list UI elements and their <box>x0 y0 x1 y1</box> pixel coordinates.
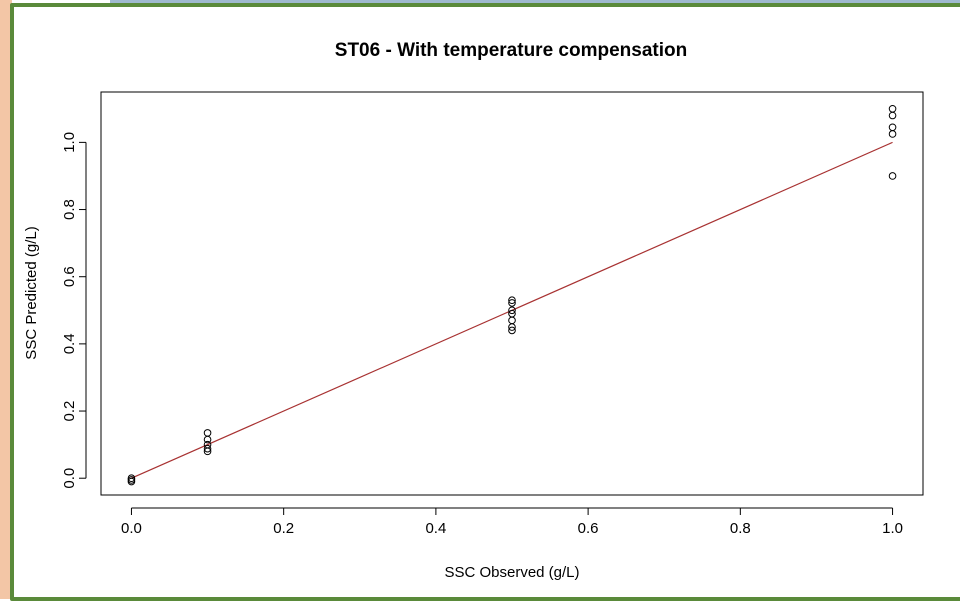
y-axis: 0.0 0.2 0.4 0.6 0.8 1.0 <box>61 132 87 489</box>
data-point <box>888 111 897 120</box>
chart-frame <box>10 3 960 601</box>
y-tick-label: 0.6 <box>61 266 78 287</box>
data-point <box>888 123 897 132</box>
points-layer <box>127 104 897 486</box>
data-point <box>203 429 212 437</box>
y-axis-label: SSC Predicted (g/L) <box>23 226 40 359</box>
data-point <box>203 444 212 453</box>
data-point <box>508 316 516 325</box>
data-point <box>888 130 897 138</box>
data-point <box>508 299 516 307</box>
y-tick-label: 0.2 <box>61 401 78 422</box>
data-point <box>508 296 516 305</box>
plot-area-border <box>100 91 924 496</box>
y-tick-label: 0.0 <box>61 468 78 489</box>
x-tick-label: 1.0 <box>882 520 903 537</box>
background-left-panel <box>0 0 12 599</box>
data-point <box>508 306 516 315</box>
x-tick-label: 0.2 <box>273 520 294 537</box>
x-tick-label: 0.4 <box>425 520 446 537</box>
x-axis: 0.0 0.2 0.4 0.6 0.8 1.0 <box>121 507 903 537</box>
y-tick-label: 1.0 <box>61 132 78 153</box>
data-point <box>127 477 136 486</box>
x-tick-label: 0.8 <box>730 520 751 537</box>
x-tick-label: 0.0 <box>121 520 142 537</box>
data-point <box>508 326 516 335</box>
y-tick-label: 0.4 <box>61 333 78 354</box>
x-axis-label: SSC Observed (g/L) <box>444 564 579 581</box>
data-point <box>508 323 516 331</box>
data-point <box>888 172 897 180</box>
y-tick-label: 0.8 <box>61 199 78 220</box>
data-point <box>888 104 897 113</box>
x-tick-label: 0.6 <box>578 520 599 537</box>
data-point <box>203 435 212 444</box>
data-point <box>203 447 212 456</box>
chart-title: ST06 - With temperature compensation <box>335 40 687 61</box>
